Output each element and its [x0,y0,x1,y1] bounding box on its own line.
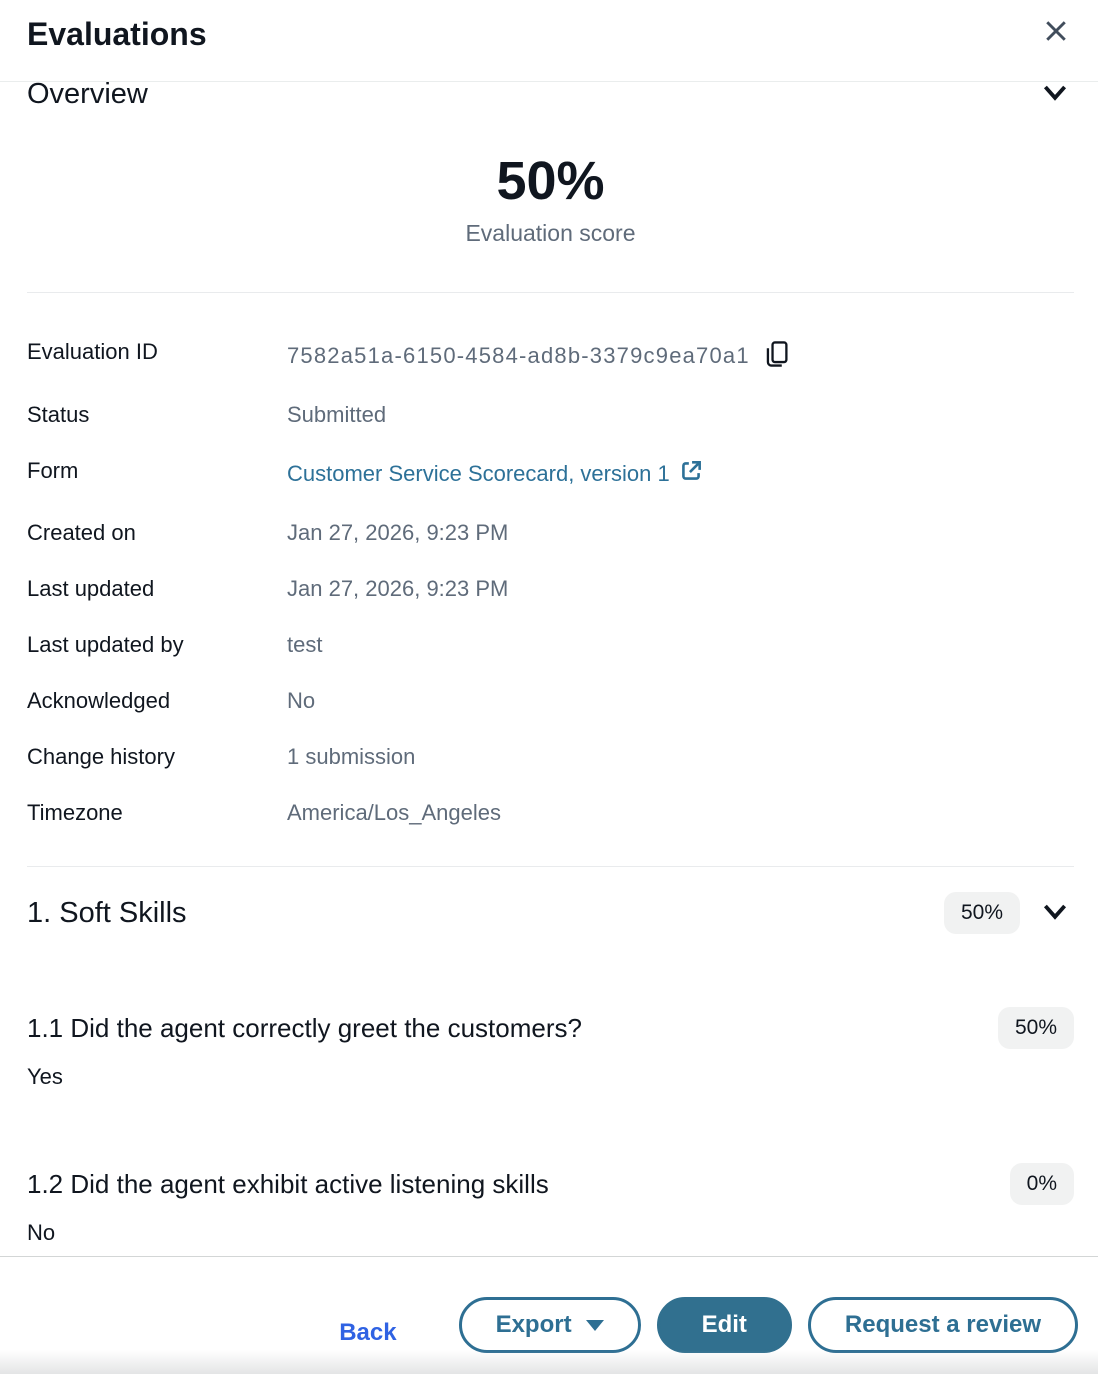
field-label: Status [27,402,90,427]
question-title: 1.2 Did the agent exhibit active listeni… [27,1169,549,1199]
section-title: 1. Soft Skills [27,897,187,929]
timezone-value: America/Los_Angeles [287,800,502,825]
question-score-badge: 50% [997,1007,1074,1049]
evaluation-score-caption: Evaluation score [465,220,636,246]
caret-down-icon [585,1319,604,1331]
field-label: Timezone [27,800,123,825]
export-button-label: Export [495,1311,572,1338]
divider [27,866,1074,867]
field-value: 7582a51a-6150-4584-ad8b-3379c9ea70a1 [287,339,1074,372]
panel-header: Evaluations [0,0,1098,82]
overview-title: Overview [27,82,148,110]
field-label: Last updated [27,576,155,601]
divider [27,292,1074,293]
panel-body: Overview 50% Evaluation score Evaluation… [0,82,1098,1256]
edit-button[interactable]: Edit [656,1297,792,1353]
question-row: 1.1 Did the agent correctly greet the cu… [27,1007,1074,1049]
panel-title: Evaluations [27,16,207,52]
question-row: 1.2 Did the agent exhibit active listeni… [27,1163,1074,1205]
created-on-value: Jan 27, 2026, 9:23 PM [287,520,509,545]
question-title: 1.1 Did the agent correctly greet the cu… [27,1013,582,1043]
question-block: 1.1 Did the agent correctly greet the cu… [27,1007,1074,1091]
export-button[interactable]: Export [458,1297,641,1353]
question-answer: No [27,1220,56,1245]
form-link[interactable]: Customer Service Scorecard, version 1 [287,458,704,490]
field-label: Change history [27,744,175,769]
overview-details: Evaluation ID 7582a51a-6150-4584-ad8b-33… [27,339,1074,826]
panel-footer: Back Export Edit Request a review [0,1256,1098,1374]
evaluation-score-value: 50% [496,151,605,211]
field-value: Customer Service Scorecard, version 1 [287,458,1074,490]
question-score-badge: 0% [1009,1163,1074,1205]
last-updated-by-value: test [287,632,323,657]
close-button[interactable] [1038,14,1074,50]
field-label: Created on [27,520,136,545]
copy-icon [762,339,790,372]
question-answer: Yes [27,1064,63,1089]
request-review-button[interactable]: Request a review [807,1297,1078,1353]
field-label: Acknowledged [27,688,171,713]
field-label: Evaluation ID [27,339,158,364]
field-label: Form [27,458,79,483]
last-updated-value: Jan 27, 2026, 9:23 PM [287,576,509,601]
external-link-icon [678,458,704,490]
section-score-badge: 50% [943,892,1020,934]
overview-section-header: Overview [27,82,1074,114]
acknowledged-value: No [287,688,316,713]
question-block: 1.2 Did the agent exhibit active listeni… [27,1163,1074,1247]
evaluation-id-value: 7582a51a-6150-4584-ad8b-3379c9ea70a1 [287,342,750,368]
close-icon [1041,16,1071,49]
section-header-soft-skills: 1. Soft Skills 50% [27,891,1074,935]
overview-collapse-button[interactable] [1036,82,1074,112]
form-link-label: Customer Service Scorecard, version 1 [287,461,670,486]
evaluation-score-block: 50% Evaluation score [27,154,1074,246]
change-history-value: 1 submission [287,744,416,769]
chevron-down-icon [1040,82,1070,108]
field-label: Last updated by [27,632,184,657]
back-button[interactable]: Back [339,1318,397,1346]
section-collapse-button[interactable] [1036,896,1074,931]
status-value: Submitted [287,402,387,427]
chevron-down-icon [1040,900,1070,927]
copy-button[interactable] [762,339,790,372]
